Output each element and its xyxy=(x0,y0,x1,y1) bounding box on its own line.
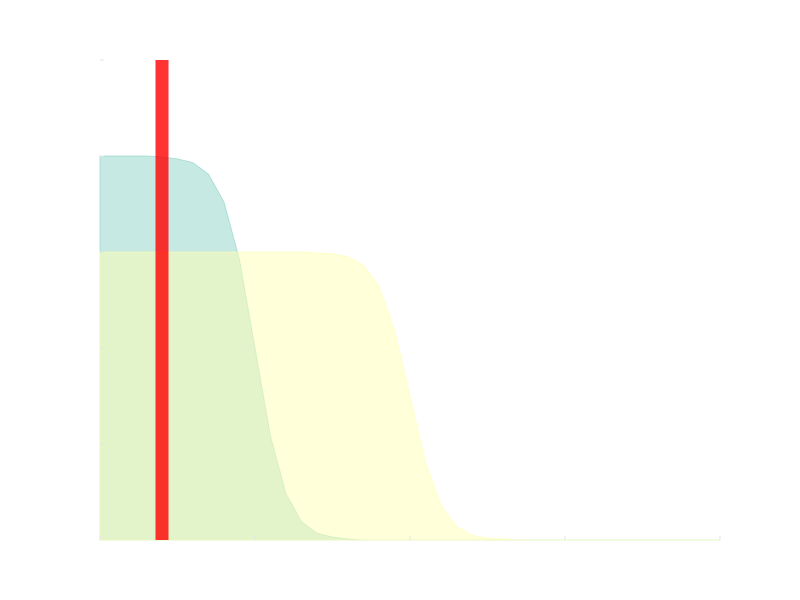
bar xyxy=(155,60,169,540)
area xyxy=(99,251,720,541)
